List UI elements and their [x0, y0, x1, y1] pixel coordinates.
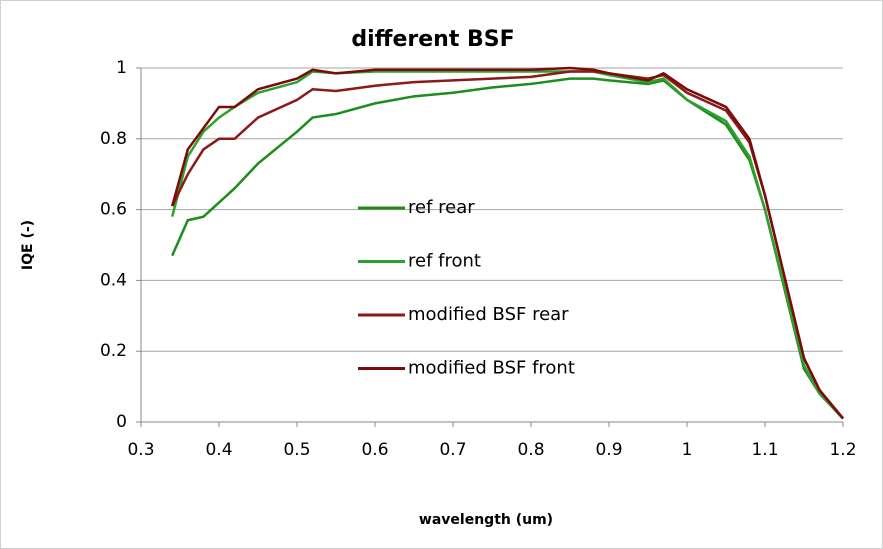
- y-axis-label: IQE (-): [20, 220, 36, 270]
- y-tick-label: 0.6: [100, 200, 127, 220]
- chart-title: different BSF: [351, 27, 514, 52]
- y-tick-label: 0.2: [100, 341, 127, 361]
- legend-label: modified BSF rear: [408, 304, 569, 325]
- y-tick-label: 0.8: [100, 129, 127, 149]
- legend-label: ref rear: [408, 197, 475, 218]
- legend-label: modified BSF front: [408, 358, 575, 379]
- x-tick-label: 1: [682, 440, 693, 460]
- legend-label: ref front: [408, 251, 481, 272]
- series-line: [170, 66, 844, 420]
- x-axis-label: wavelength (um): [419, 512, 553, 528]
- series-line: [171, 77, 844, 420]
- x-tick-label: 0.6: [361, 440, 388, 460]
- x-tick-label: 0.7: [439, 440, 466, 460]
- x-tick-label: 0.4: [205, 440, 232, 460]
- series-line: [171, 70, 844, 420]
- y-tick-label: 0.4: [100, 270, 127, 290]
- x-tick-label: 1.2: [829, 440, 856, 460]
- x-tick-label: 1.1: [751, 440, 778, 460]
- x-tick-label: 0.8: [517, 440, 544, 460]
- y-tick-label: 1: [116, 58, 127, 78]
- x-tick-label: 0.9: [595, 440, 622, 460]
- x-tick-label: 0.3: [127, 440, 154, 460]
- x-tick-label: 0.5: [283, 440, 310, 460]
- y-tick-label: 0: [116, 412, 127, 432]
